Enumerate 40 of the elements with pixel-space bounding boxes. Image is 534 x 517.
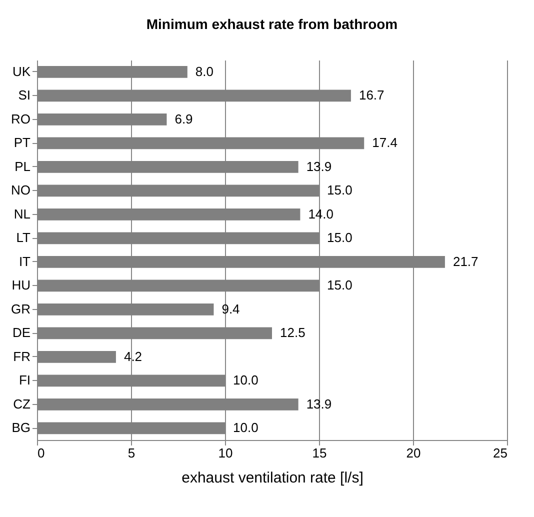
y-tick-label: UK — [12, 64, 31, 79]
data-label: 13.9 — [306, 396, 332, 412]
chart-title: Minimum exhaust rate from bathroom — [146, 16, 398, 32]
y-tick-label: NO — [11, 182, 30, 198]
y-tick-label: DE — [12, 325, 31, 340]
y-tick-label: PT — [14, 135, 31, 150]
y-tick-label: LT — [16, 230, 31, 246]
x-tick-label: 5 — [128, 446, 136, 460]
data-label: 14.0 — [308, 206, 334, 222]
data-label: 9.4 — [222, 301, 240, 316]
x-tick-label: 15 — [312, 446, 327, 460]
y-tick-label: BG — [12, 420, 30, 436]
data-label: 13.9 — [306, 158, 332, 174]
y-tick-label: GR — [11, 301, 30, 316]
y-tick-label: SI — [18, 88, 30, 103]
y-tick-label: FR — [13, 348, 30, 364]
y-tick-label: IT — [18, 254, 31, 269]
y-tick-label: PL — [14, 158, 30, 174]
y-tick-label: HU — [12, 278, 30, 293]
data-label: 10.0 — [233, 372, 258, 388]
y-tick-label: FI — [18, 372, 30, 388]
x-tick-label: 0 — [38, 446, 45, 460]
y-tick-label: NL — [14, 206, 30, 222]
x-tick-label: 10 — [218, 446, 233, 460]
data-label: 8.0 — [195, 64, 214, 79]
data-label: 15.0 — [327, 182, 352, 198]
data-label: 10.0 — [233, 420, 258, 436]
data-label: 15.0 — [327, 278, 352, 293]
data-label: 16.7 — [358, 88, 384, 103]
y-tick-label: RO — [11, 111, 30, 126]
data-label: 4.2 — [124, 348, 142, 364]
x-tick-label: 20 — [406, 446, 421, 460]
data-label: 6.9 — [174, 111, 193, 126]
data-label: 21.7 — [452, 254, 478, 269]
data-label: 12.5 — [280, 325, 306, 340]
data-label: 17.4 — [372, 135, 398, 150]
data-label: 15.0 — [327, 230, 352, 246]
x-axis-title: exhaust ventilation rate [l/s] — [182, 470, 364, 486]
x-tick-label: 25 — [493, 446, 508, 460]
y-tick-label: CZ — [13, 396, 31, 412]
